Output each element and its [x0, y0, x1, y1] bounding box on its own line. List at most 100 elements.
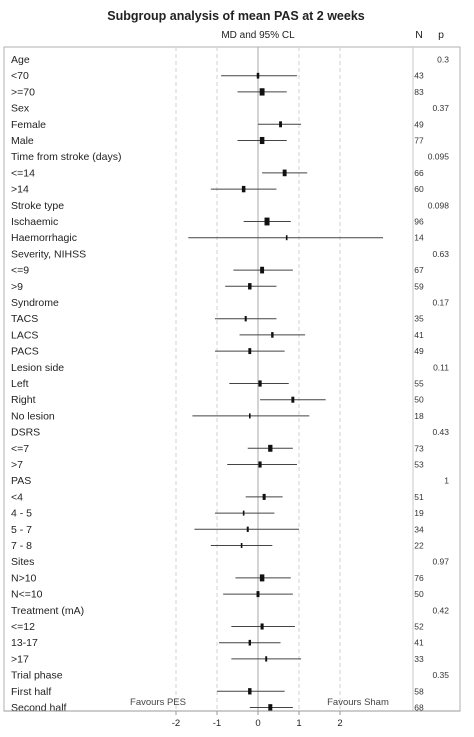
row-label: <70 [11, 70, 29, 82]
n-value: 52 [414, 622, 424, 632]
n-value: 34 [414, 524, 424, 534]
row-label: Ischaemic [11, 216, 58, 228]
point-estimate [249, 413, 251, 419]
row-label: <=14 [11, 167, 35, 179]
point-estimate [256, 72, 260, 79]
row-label: Second half [11, 702, 67, 714]
row-label: 13-17 [11, 637, 38, 649]
tick-label: 1 [296, 718, 301, 729]
row-label: Age [11, 54, 30, 66]
p-value: 0.35 [432, 670, 449, 680]
point-estimate [240, 543, 243, 548]
row-label: Severity, NIHSS [11, 248, 86, 260]
row-label: 5 - 7 [11, 524, 32, 536]
point-estimate [268, 704, 273, 711]
x-axis-ticks: -2 -1 0 1 2 [4, 710, 460, 729]
n-value: 50 [414, 589, 424, 599]
point-estimate [258, 461, 262, 468]
row-label: First half [11, 686, 51, 698]
point-estimate [271, 332, 274, 338]
n-value: 22 [414, 541, 424, 551]
row-label: >=70 [11, 86, 35, 98]
n-value: 50 [414, 395, 424, 405]
point-estimate [248, 688, 252, 695]
row-label: LACS [11, 329, 38, 341]
p-column-header: p [438, 29, 444, 41]
n-value: 76 [414, 573, 424, 583]
point-estimate [259, 574, 265, 582]
n-value: 59 [414, 281, 424, 291]
row-label: <4 [11, 491, 23, 503]
n-value: 33 [414, 654, 424, 664]
p-value: 0.3 [437, 55, 449, 65]
n-value: 66 [414, 168, 424, 178]
point-estimate [265, 656, 268, 662]
grid-lines [175, 47, 341, 711]
p-value: 0.098 [428, 200, 450, 210]
row-label: PAS [11, 475, 31, 487]
point-estimate [264, 217, 270, 226]
p-value: 0.095 [428, 152, 450, 162]
p-value: 0.37 [432, 103, 449, 113]
point-estimate [259, 88, 265, 96]
n-value: 49 [414, 119, 424, 129]
point-estimate [248, 283, 252, 290]
row-label: Lesion side [11, 362, 64, 374]
row-label: Sex [11, 103, 30, 115]
row-label: Female [11, 119, 46, 131]
row-label: Syndrome [11, 297, 59, 309]
row-label: >9 [11, 281, 23, 293]
row-label: Left [11, 378, 29, 390]
n-value: 41 [414, 330, 424, 340]
n-value: 58 [414, 686, 424, 696]
point-estimate [256, 591, 260, 598]
row-label: DSRS [11, 427, 40, 439]
point-estimate [260, 623, 264, 630]
row-label: <=7 [11, 443, 29, 455]
row-label: Haemorrhagic [11, 232, 77, 244]
row-label: Stroke type [11, 200, 64, 212]
point-estimate [241, 185, 246, 193]
point-estimate [282, 169, 287, 177]
row-label: 7 - 8 [11, 540, 32, 552]
row-label: 4 - 5 [11, 508, 32, 520]
row-label: Time from stroke (days) [11, 151, 121, 163]
n-value: 35 [414, 314, 424, 324]
point-estimate [258, 380, 262, 387]
row-label: N<=10 [11, 589, 43, 601]
row-label: Treatment (mA) [11, 605, 84, 617]
row-label: >7 [11, 459, 23, 471]
p-value: 0.11 [433, 362, 449, 372]
row-label: >17 [11, 653, 29, 665]
row-label: Male [11, 135, 34, 147]
row-label: No lesion [11, 410, 55, 422]
n-value: 55 [414, 379, 424, 389]
tick-label: -2 [172, 718, 180, 729]
tick-label: 0 [255, 718, 260, 729]
p-value: 0.63 [432, 249, 449, 259]
n-value: 83 [414, 87, 424, 97]
n-value: 73 [414, 443, 424, 453]
p-value: 0.43 [432, 427, 449, 437]
n-value: 18 [414, 411, 424, 421]
point-estimate [259, 136, 265, 145]
row-label: <=9 [11, 265, 29, 277]
tick-label: 2 [337, 718, 342, 729]
n-value: 41 [414, 638, 424, 648]
favours-sham-label: Favours Sham [327, 697, 389, 708]
n-value: 60 [414, 184, 424, 194]
n-value: 96 [414, 217, 424, 227]
n-value: 51 [414, 492, 424, 502]
tick-label: -1 [213, 718, 221, 729]
point-estimate [244, 316, 247, 322]
row-label: PACS [11, 346, 39, 358]
n-column-header: N [415, 29, 423, 41]
n-value: 53 [414, 460, 424, 470]
point-estimate [248, 348, 252, 355]
row-label: Trial phase [11, 670, 63, 682]
point-estimate [260, 266, 265, 274]
row-label: <=12 [11, 621, 35, 633]
point-estimate [242, 510, 245, 516]
point-estimate [291, 396, 295, 403]
